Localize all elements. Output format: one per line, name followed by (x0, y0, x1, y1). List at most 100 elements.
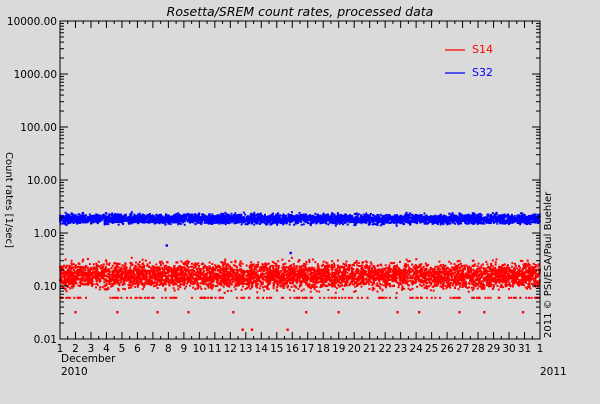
data-point (148, 274, 151, 277)
data-point (224, 283, 227, 285)
data-point (70, 279, 73, 282)
data-point (443, 267, 445, 270)
data-point (244, 282, 247, 285)
data-point (464, 285, 467, 288)
data-point (532, 268, 535, 270)
data-point (266, 263, 269, 265)
data-point (461, 272, 464, 274)
data-point (276, 271, 279, 274)
data-point (467, 269, 470, 272)
data-point (409, 274, 412, 277)
data-point (290, 279, 293, 282)
data-point (276, 289, 279, 292)
data-point (207, 286, 210, 289)
data-point (190, 277, 193, 280)
data-point (247, 270, 250, 272)
data-point (289, 274, 292, 277)
data-point (95, 283, 98, 285)
data-point (534, 279, 537, 282)
data-point (64, 279, 67, 282)
data-point (320, 274, 323, 277)
data-point (72, 266, 75, 269)
data-point (411, 275, 414, 278)
data-point (232, 278, 235, 281)
data-point (83, 278, 86, 280)
data-point (185, 262, 188, 265)
data-point (307, 283, 310, 286)
data-point (332, 279, 335, 282)
data-point (64, 283, 67, 286)
data-point (434, 276, 437, 279)
data-point (312, 279, 315, 282)
data-point (294, 267, 297, 270)
data-point (180, 280, 183, 282)
data-point (515, 276, 518, 279)
data-point (121, 276, 124, 279)
data-point (208, 270, 211, 273)
data-point (433, 272, 435, 275)
data-point (537, 264, 540, 267)
data-point (505, 270, 508, 273)
data-point (419, 264, 422, 267)
data-point (491, 288, 494, 290)
data-point (411, 287, 414, 290)
data-point (432, 268, 435, 270)
data-point (177, 285, 180, 288)
data-point (98, 274, 101, 277)
data-point (424, 275, 427, 278)
data-point (423, 286, 426, 289)
data-point (379, 282, 382, 285)
data-point (286, 270, 289, 273)
data-point (292, 270, 295, 273)
data-point (322, 269, 324, 272)
data-point (171, 277, 174, 280)
data-point (506, 265, 509, 268)
data-point (204, 287, 207, 290)
data-point (252, 278, 255, 281)
data-point (383, 269, 386, 271)
data-point (186, 262, 189, 265)
data-point (284, 269, 287, 272)
data-point (497, 277, 500, 280)
data-point (311, 268, 314, 270)
data-point (88, 271, 91, 274)
data-point (126, 275, 129, 278)
data-point (428, 275, 431, 278)
data-point (199, 276, 202, 279)
data-point (336, 269, 339, 272)
data-point (478, 266, 481, 269)
data-point (302, 267, 305, 270)
data-point (209, 282, 212, 285)
data-point (81, 272, 84, 275)
data-point (477, 274, 480, 277)
data-point (432, 276, 435, 279)
data-point (74, 264, 77, 267)
data-point (345, 260, 348, 263)
data-point (444, 284, 447, 287)
data-point (362, 281, 365, 284)
data-point (389, 268, 392, 271)
data-point (235, 265, 238, 268)
data-point (344, 280, 347, 283)
data-point (272, 266, 275, 269)
data-point (103, 288, 106, 291)
data-point (306, 278, 309, 281)
data-point (439, 278, 442, 281)
data-point (118, 282, 121, 285)
data-point (128, 284, 131, 286)
data-point (320, 268, 323, 271)
data-point (250, 266, 252, 269)
data-point (481, 263, 484, 266)
data-point (365, 272, 367, 275)
data-point (464, 284, 467, 287)
data-point (399, 275, 402, 278)
data-point (290, 285, 293, 288)
data-point (222, 272, 225, 275)
data-point (532, 283, 535, 285)
data-point (190, 272, 193, 275)
data-point (485, 269, 488, 272)
data-point (482, 279, 485, 282)
data-point (170, 275, 172, 278)
data-point (117, 273, 119, 276)
data-point (387, 272, 390, 275)
